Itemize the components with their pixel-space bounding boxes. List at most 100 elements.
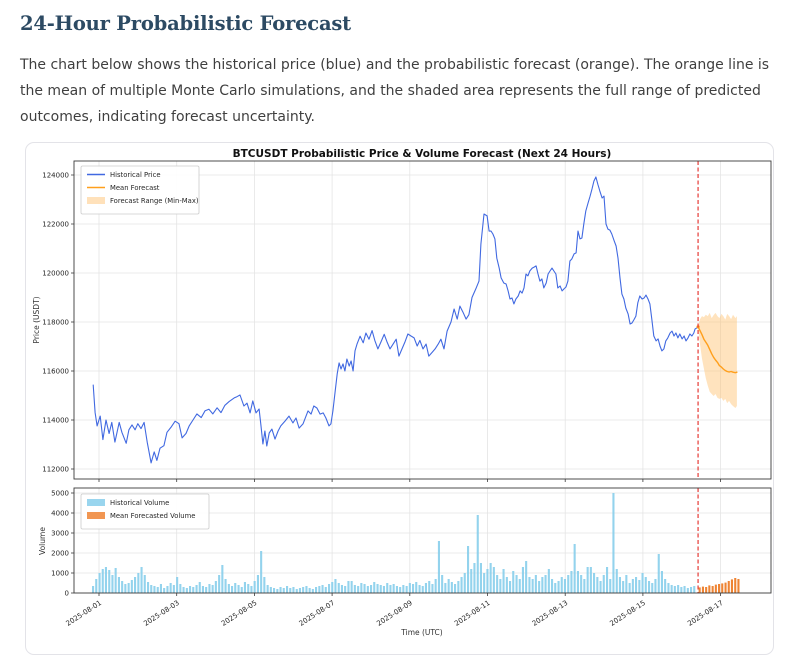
legend-box <box>80 165 200 215</box>
historical-volume-bar <box>302 587 305 593</box>
historical-volume-bar <box>224 579 227 593</box>
historical-volume-bar <box>234 583 237 593</box>
historical-volume-bar <box>525 561 528 593</box>
price-tick-label: 118000 <box>42 318 69 326</box>
forecast-volume-bar <box>711 586 714 593</box>
historical-volume-bar <box>298 588 301 593</box>
historical-volume-bar <box>479 563 482 593</box>
historical-volume-bar <box>660 571 663 593</box>
historical-volume-bar <box>576 571 579 593</box>
historical-volume-bar <box>670 585 673 593</box>
historical-volume-bar <box>117 577 120 593</box>
historical-volume-bar <box>677 585 680 593</box>
historical-volume-bar <box>308 588 311 593</box>
historical-volume-bar <box>447 579 450 593</box>
historical-volume-bar <box>166 586 169 593</box>
historical-volume-bar <box>683 586 686 593</box>
historical-volume-bar <box>415 582 418 593</box>
historical-volume-bar <box>502 569 505 593</box>
historical-volume-bar <box>95 579 98 593</box>
historical-volume-bar <box>593 573 596 593</box>
historical-volume-bar <box>289 588 292 593</box>
historical-volume-bar <box>192 587 195 593</box>
historical-volume-bar <box>512 571 515 593</box>
historical-volume-bar <box>596 577 599 593</box>
historical-volume-bar <box>450 582 453 593</box>
historical-volume-bar <box>402 585 405 593</box>
historical-volume-bar <box>127 583 130 593</box>
historical-volume-bar <box>476 515 479 593</box>
historical-volume-bar <box>286 586 289 593</box>
historical-volume-bar <box>628 583 631 593</box>
historical-volume-bar <box>463 573 466 593</box>
historical-volume-bar <box>408 583 411 593</box>
historical-volume-bar <box>221 565 224 593</box>
historical-volume-bar <box>218 575 221 593</box>
historical-volume-bar <box>667 583 670 593</box>
time-axis-label: Time (UTC) <box>400 628 443 637</box>
historical-volume-bar <box>198 582 201 593</box>
volume-tick-label: 5000 <box>51 489 69 497</box>
legend-patch-sample <box>87 197 105 204</box>
historical-volume-bar <box>389 585 392 593</box>
historical-volume-bar <box>664 579 667 593</box>
historical-volume-bar <box>143 575 146 593</box>
legend-label: Forecast Range (Min-Max) <box>110 197 199 205</box>
historical-volume-bar <box>337 583 340 593</box>
historical-volume-bar <box>124 584 127 593</box>
historical-volume-bar <box>282 588 285 593</box>
historical-volume-bar <box>602 575 605 593</box>
historical-volume-bar <box>350 581 353 593</box>
historical-volume-bar <box>586 567 589 593</box>
chart-title: BTCUSDT Probabilistic Price & Volume For… <box>233 148 612 160</box>
historical-volume-bar <box>554 583 557 593</box>
historical-volume-bar <box>599 581 602 593</box>
historical-volume-bar <box>121 581 124 593</box>
historical-volume-bar <box>518 579 521 593</box>
historical-volume-bar <box>615 569 618 593</box>
date-tick-label: 2025-08-09 <box>375 599 413 628</box>
historical-volume-bar <box>648 581 651 593</box>
historical-volume-bar <box>551 579 554 593</box>
historical-volume-bar <box>134 577 137 593</box>
historical-volume-bar <box>201 586 204 593</box>
historical-volume-bar <box>515 575 518 593</box>
historical-volume-bar <box>431 584 434 593</box>
historical-volume-bar <box>492 567 495 593</box>
historical-volume-bar <box>528 577 531 593</box>
historical-volume-bar <box>382 586 385 593</box>
historical-volume-bar <box>185 588 188 593</box>
forecast-chart: 112000 114000 116000 118000 120000 122000 1240… <box>32 148 772 637</box>
historical-volume-bar <box>114 568 117 593</box>
historical-volume-bar <box>437 541 440 593</box>
historical-volume-bar <box>344 586 347 593</box>
historical-volume-bar <box>357 586 360 593</box>
historical-volume-bar <box>130 580 133 593</box>
price-axis-label: Price (USDT) <box>32 296 41 343</box>
forecast-range-band <box>698 312 737 408</box>
historical-volume-bar <box>295 589 298 593</box>
historical-volume-bar <box>499 579 502 593</box>
historical-volume-bar <box>240 587 243 593</box>
historical-volume-bar <box>673 586 676 593</box>
historical-volume-bar <box>612 493 615 593</box>
historical-volume-bar <box>366 586 369 593</box>
historical-volume-bar <box>376 584 379 593</box>
historical-volume-bar <box>395 586 398 593</box>
historical-volume-bar <box>470 569 473 593</box>
historical-volume-bar <box>638 580 641 593</box>
date-tick-label: 2025-08-11 <box>453 599 491 628</box>
historical-volume-bar <box>140 567 143 593</box>
forecast-volume-bar <box>727 581 730 593</box>
historical-volume-bar <box>353 585 356 593</box>
forecast-volume-bar <box>724 582 727 593</box>
historical-volume-bar <box>276 589 279 593</box>
volume-tick-label: 1000 <box>51 569 69 577</box>
historical-volume-bar <box>567 575 570 593</box>
historical-volume-bar <box>399 587 402 593</box>
forecast-volume-bar <box>718 584 721 593</box>
historical-volume-bar <box>214 581 217 593</box>
historical-volume-bar <box>544 575 547 593</box>
historical-volume-bar <box>570 571 573 593</box>
historical-volume-bar <box>266 585 269 593</box>
